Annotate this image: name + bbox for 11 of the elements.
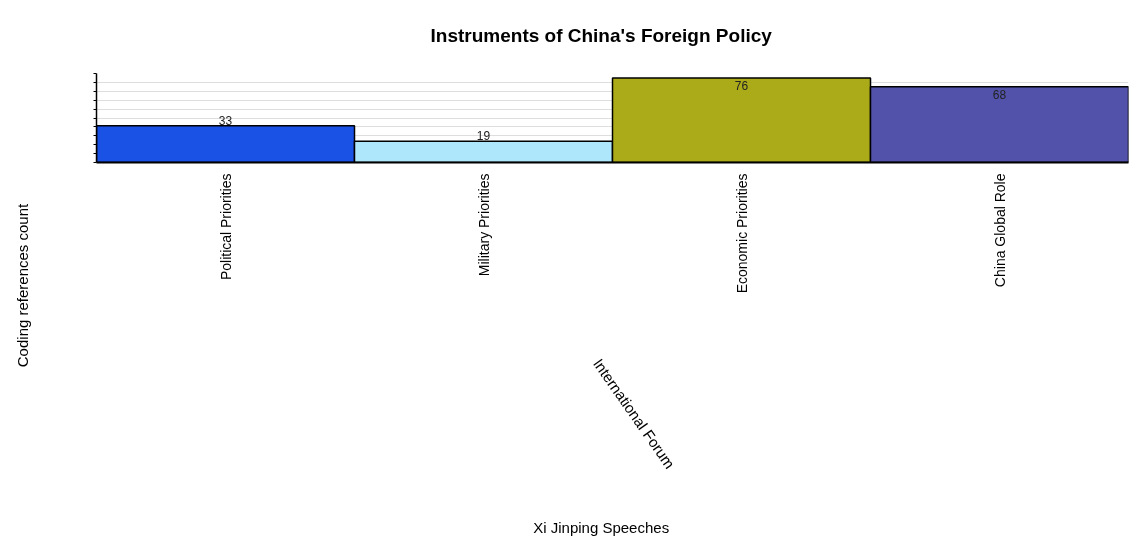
x-tick-label: Political Priorities <box>217 173 234 281</box>
data-label: 33 <box>218 113 233 128</box>
x-tick-label: Economic Priorities <box>733 173 750 294</box>
data-label: 68 <box>992 87 1007 102</box>
data-label: 76 <box>734 78 749 93</box>
chart-title: Instruments of China's Foreign Policy <box>430 25 773 46</box>
x-tick-label: China Global Role <box>991 173 1008 288</box>
text: Xi Jinping Speeches <box>533 519 670 536</box>
x-tick-label: Military Priorities <box>475 173 492 277</box>
data-label: 19 <box>476 129 491 144</box>
y-axis-title: Coding references count <box>14 202 31 368</box>
